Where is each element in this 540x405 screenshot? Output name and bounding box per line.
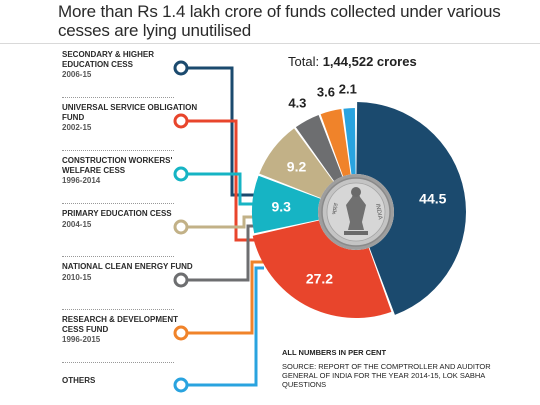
- slice-labels: 44.5 27.2 9.3 9.2 4.3 3.6 2.1: [271, 81, 446, 286]
- connector-dot: [173, 166, 189, 182]
- fund-years: 2006-15: [62, 70, 92, 79]
- connector-line: [188, 266, 264, 387]
- fund-name: NATIONAL CLEAN ENERGY FUND: [62, 262, 193, 271]
- connector-line: [188, 172, 264, 206]
- pie-slice: [343, 108, 356, 175]
- pie-slices: [251, 102, 466, 318]
- connector-dot: [173, 219, 189, 235]
- connector-dot: [173, 272, 189, 288]
- fund-name: PRIMARY EDUCATION CESS: [62, 209, 172, 218]
- svg-text:INDIA: INDIA: [374, 203, 383, 220]
- chart-title: More than Rs 1.4 lakh crore of funds col…: [58, 2, 501, 40]
- slice-value-label: 4.3: [288, 96, 306, 111]
- coin-emblem-icon: भारत INDIA: [318, 174, 394, 250]
- legend-separator: [62, 256, 174, 257]
- legend-separator: [62, 150, 174, 151]
- fund-item: RESEARCH & DEVELOPMENT CESS FUND 1996-201…: [62, 315, 202, 345]
- connector-dot: [173, 325, 189, 341]
- fund-item: PRIMARY EDUCATION CESS 2004-15: [62, 209, 202, 230]
- connector-line: [188, 119, 264, 242]
- fund-name: OTHERS: [62, 376, 96, 385]
- legend-separator: [62, 309, 174, 310]
- fund-item: SECONDARY & HIGHER EDUCATION CESS 2006-15: [62, 50, 202, 80]
- pie-slice: [295, 114, 343, 181]
- fund-years: 1996-2014: [62, 176, 101, 185]
- slice-value-label: 3.6: [317, 85, 335, 100]
- total-prefix: Total:: [288, 54, 320, 69]
- fund-item: NATIONAL CLEAN ENERGY FUND 2010-15: [62, 262, 202, 283]
- fund-name: CONSTRUCTION WORKERS' WELFARE CESS: [62, 156, 173, 175]
- total-value: 1,44,522 crores: [322, 54, 417, 69]
- fund-item: UNIVERSAL SERVICE OBLIGATION FUND 2002-15: [62, 103, 202, 133]
- fund-years: 2002-15: [62, 123, 92, 132]
- slice-value-label: 44.5: [419, 190, 446, 206]
- connector-line: [188, 260, 264, 335]
- fund-name: RESEARCH & DEVELOPMENT CESS FUND: [62, 315, 179, 334]
- pie-slice: [259, 128, 334, 199]
- slice-value-label: 2.1: [339, 81, 357, 96]
- fund-name: UNIVERSAL SERVICE OBLIGATION FUND: [62, 103, 198, 122]
- legend-separator: [62, 362, 174, 363]
- svg-text:भारत: भारत: [332, 202, 340, 215]
- pie-slice: [251, 175, 321, 234]
- connector-dot: [173, 60, 189, 76]
- pie-slice: [320, 109, 351, 177]
- legend-separator: [62, 203, 174, 204]
- total-label: Total: 1,44,522 crores: [288, 54, 417, 69]
- slice-value-label: 9.3: [271, 198, 291, 214]
- connector-dot: [173, 377, 189, 393]
- fund-item: OTHERS: [62, 376, 202, 386]
- fund-years: 1996-2015: [62, 335, 101, 344]
- fund-item: CONSTRUCTION WORKERS' WELFARE CESS 1996-2…: [62, 156, 202, 186]
- source-note: SOURCE: REPORT OF THE COMPTROLLER AND AU…: [282, 362, 491, 389]
- pie-slice: [252, 220, 392, 318]
- fund-name: SECONDARY & HIGHER EDUCATION CESS: [62, 50, 155, 69]
- slice-value-label: 9.2: [287, 158, 307, 174]
- fund-years: 2010-15: [62, 272, 92, 282]
- slice-value-label: 27.2: [306, 271, 333, 287]
- fund-years: 2004-15: [62, 219, 92, 229]
- legend-separator: [62, 97, 174, 98]
- pie-slice: [356, 102, 466, 315]
- units-note: ALL NUMBERS IN PER CENT: [282, 348, 387, 357]
- connector-dot: [173, 113, 189, 129]
- connector-line: [188, 66, 264, 197]
- title-divider: [0, 43, 540, 44]
